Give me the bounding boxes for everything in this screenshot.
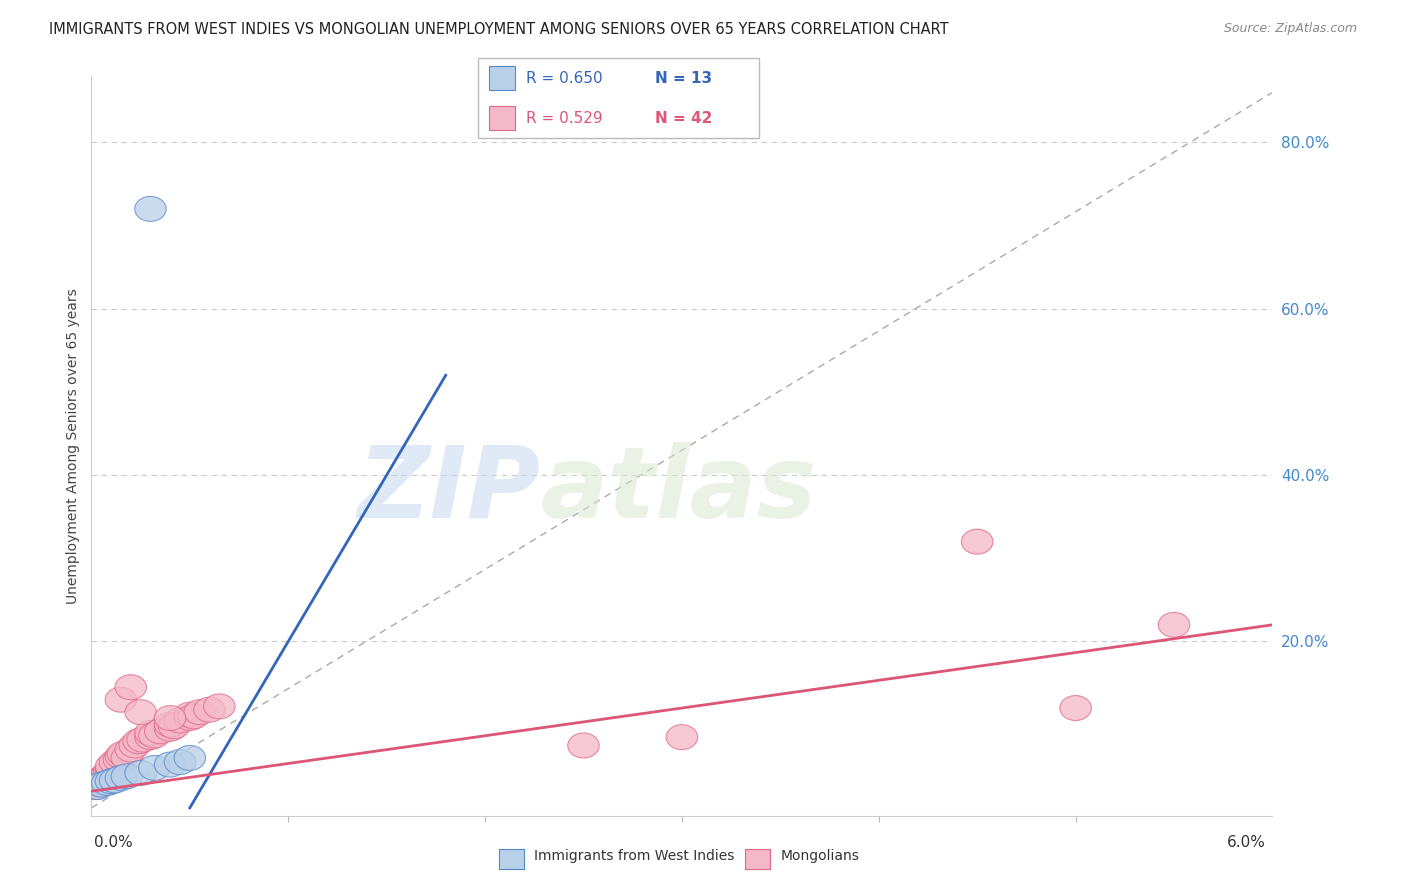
- Ellipse shape: [96, 754, 127, 779]
- Ellipse shape: [184, 699, 215, 724]
- Ellipse shape: [179, 704, 209, 729]
- Ellipse shape: [145, 719, 176, 744]
- Ellipse shape: [105, 744, 136, 769]
- Text: R = 0.529: R = 0.529: [526, 111, 602, 126]
- Text: Source: ZipAtlas.com: Source: ZipAtlas.com: [1223, 22, 1357, 36]
- Text: IMMIGRANTS FROM WEST INDIES VS MONGOLIAN UNEMPLOYMENT AMONG SENIORS OVER 65 YEAR: IMMIGRANTS FROM WEST INDIES VS MONGOLIAN…: [49, 22, 949, 37]
- Text: 6.0%: 6.0%: [1226, 836, 1265, 850]
- Ellipse shape: [174, 746, 205, 771]
- Ellipse shape: [194, 698, 225, 723]
- Ellipse shape: [155, 752, 186, 777]
- Bar: [489, 106, 515, 130]
- Ellipse shape: [139, 756, 170, 780]
- Ellipse shape: [96, 769, 127, 794]
- Ellipse shape: [83, 772, 115, 797]
- Ellipse shape: [111, 746, 142, 771]
- Ellipse shape: [86, 769, 117, 794]
- Ellipse shape: [135, 196, 166, 221]
- Text: R = 0.650: R = 0.650: [526, 70, 602, 86]
- FancyBboxPatch shape: [478, 58, 759, 138]
- Y-axis label: Unemployment Among Seniors over 65 years: Unemployment Among Seniors over 65 years: [66, 288, 80, 604]
- Ellipse shape: [174, 706, 205, 731]
- Text: N = 13: N = 13: [655, 70, 713, 86]
- Ellipse shape: [120, 733, 150, 758]
- Ellipse shape: [100, 749, 131, 774]
- Ellipse shape: [155, 706, 186, 731]
- Ellipse shape: [1060, 696, 1091, 721]
- Ellipse shape: [155, 712, 186, 737]
- Ellipse shape: [115, 737, 146, 762]
- Ellipse shape: [107, 741, 139, 766]
- Ellipse shape: [962, 529, 993, 554]
- Ellipse shape: [165, 749, 195, 774]
- Ellipse shape: [122, 729, 155, 754]
- Ellipse shape: [127, 727, 159, 752]
- Ellipse shape: [204, 694, 235, 719]
- Ellipse shape: [80, 774, 111, 799]
- Ellipse shape: [135, 721, 166, 746]
- Bar: [489, 66, 515, 90]
- Text: atlas: atlas: [540, 442, 817, 539]
- Ellipse shape: [90, 764, 121, 789]
- Ellipse shape: [155, 716, 186, 741]
- Text: Mongolians: Mongolians: [780, 849, 859, 863]
- Ellipse shape: [666, 724, 697, 749]
- Ellipse shape: [87, 766, 120, 791]
- Text: N = 42: N = 42: [655, 111, 713, 126]
- Text: ZIP: ZIP: [357, 442, 540, 539]
- Ellipse shape: [86, 772, 117, 797]
- Ellipse shape: [105, 687, 136, 712]
- Ellipse shape: [96, 759, 127, 784]
- Ellipse shape: [125, 699, 156, 724]
- Ellipse shape: [1159, 613, 1189, 637]
- Ellipse shape: [103, 747, 135, 772]
- Ellipse shape: [115, 674, 146, 699]
- Ellipse shape: [93, 761, 125, 785]
- Ellipse shape: [125, 761, 156, 785]
- Ellipse shape: [111, 764, 142, 789]
- Ellipse shape: [159, 714, 190, 739]
- Ellipse shape: [165, 708, 195, 733]
- Text: Immigrants from West Indies: Immigrants from West Indies: [534, 849, 735, 863]
- Ellipse shape: [82, 774, 112, 799]
- Ellipse shape: [105, 765, 136, 790]
- Ellipse shape: [568, 733, 599, 758]
- Ellipse shape: [174, 702, 205, 727]
- Ellipse shape: [91, 762, 122, 787]
- Ellipse shape: [91, 771, 122, 796]
- Ellipse shape: [139, 723, 170, 748]
- Ellipse shape: [82, 771, 112, 796]
- Ellipse shape: [100, 768, 131, 793]
- Text: 0.0%: 0.0%: [94, 836, 134, 850]
- Ellipse shape: [135, 724, 166, 749]
